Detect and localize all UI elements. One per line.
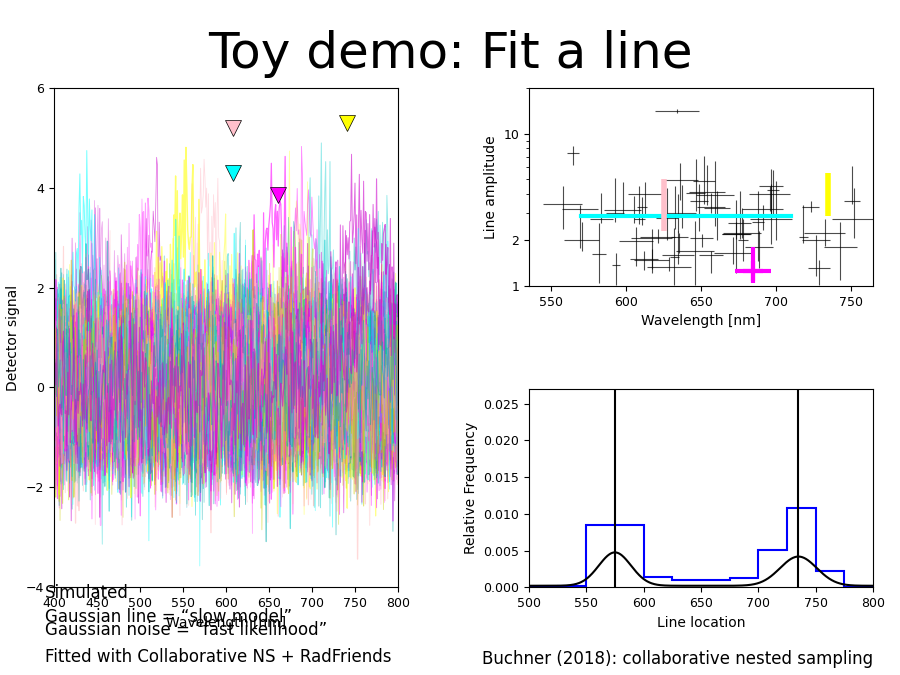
Text: Simulated: Simulated bbox=[45, 584, 129, 602]
X-axis label: Wavelength [nm]: Wavelength [nm] bbox=[641, 315, 761, 328]
Text: Gaussian noise = “fast likelihood”: Gaussian noise = “fast likelihood” bbox=[45, 621, 328, 639]
Y-axis label: Detector signal: Detector signal bbox=[6, 284, 21, 391]
Text: Fitted with Collaborative NS + RadFriends: Fitted with Collaborative NS + RadFriend… bbox=[45, 648, 392, 666]
X-axis label: Line location: Line location bbox=[657, 616, 745, 630]
X-axis label: Wavelength [nm]: Wavelength [nm] bbox=[166, 616, 286, 630]
Text: Buchner (2018): collaborative nested sampling: Buchner (2018): collaborative nested sam… bbox=[482, 650, 873, 668]
Y-axis label: Relative Frequency: Relative Frequency bbox=[464, 422, 478, 554]
Text: Gaussian line = “slow model”: Gaussian line = “slow model” bbox=[45, 608, 292, 626]
Text: Toy demo: Fit a line: Toy demo: Fit a line bbox=[208, 30, 692, 78]
Y-axis label: Line amplitude: Line amplitude bbox=[483, 135, 498, 239]
